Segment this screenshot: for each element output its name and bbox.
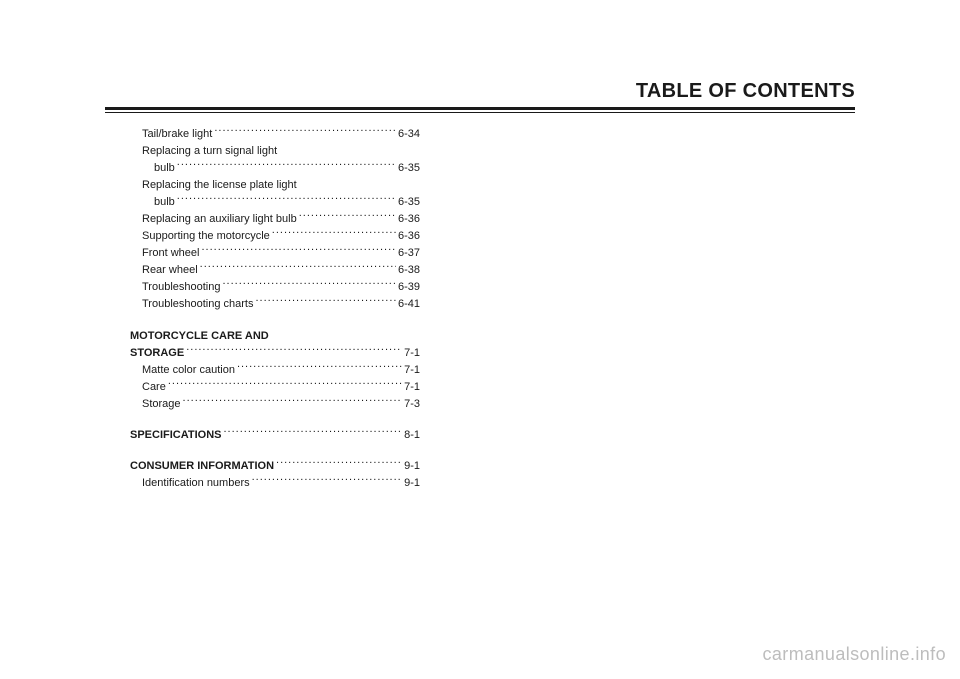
- toc-dots: [214, 126, 396, 137]
- toc-dots: [177, 160, 396, 171]
- toc-label: Replacing the license plate light: [142, 177, 297, 194]
- toc-section-header: SPECIFICATIONS 8-1: [130, 427, 420, 444]
- toc-page: 7-1: [404, 362, 420, 379]
- toc-dots: [276, 458, 402, 469]
- toc-label: Front wheel: [142, 245, 199, 262]
- toc-label: STORAGE: [130, 345, 184, 362]
- toc-label: Troubleshooting: [142, 279, 220, 296]
- toc-dots: [237, 362, 402, 373]
- toc-label: Identification numbers: [142, 475, 250, 492]
- toc-dots: [256, 296, 396, 307]
- toc-label: MOTORCYCLE CARE AND: [130, 328, 269, 345]
- toc-line: Troubleshooting charts 6-41: [130, 296, 420, 313]
- toc-label: Rear wheel: [142, 262, 198, 279]
- toc-section-header: CONSUMER INFORMATION 9-1: [130, 458, 420, 475]
- toc-line: bulb 6-35: [130, 194, 420, 211]
- toc-page: 6-41: [398, 296, 420, 313]
- toc-page: 9-1: [404, 458, 420, 475]
- toc-column: Tail/brake light 6-34 Replacing a turn s…: [130, 126, 420, 492]
- toc-line: Troubleshooting 6-39: [130, 279, 420, 296]
- toc-section-header: MOTORCYCLE CARE AND: [130, 328, 420, 345]
- toc-page: 7-1: [404, 379, 420, 396]
- toc-label: Supporting the motorcycle: [142, 228, 270, 245]
- toc-line: Care 7-1: [130, 379, 420, 396]
- toc-dots: [200, 262, 396, 273]
- toc-dots: [299, 211, 396, 222]
- toc-line: Identification numbers 9-1: [130, 475, 420, 492]
- toc-label: Tail/brake light: [142, 126, 212, 143]
- toc-label: bulb: [154, 160, 175, 177]
- toc-label: bulb: [154, 194, 175, 211]
- toc-dots: [252, 475, 402, 486]
- toc-label: Troubleshooting charts: [142, 296, 254, 313]
- toc-line: Replacing an auxiliary light bulb 6-36: [130, 211, 420, 228]
- toc-label: SPECIFICATIONS: [130, 427, 221, 444]
- toc-page: 6-38: [398, 262, 420, 279]
- toc-page: 7-1: [404, 345, 420, 362]
- header: TABLE OF CONTENTS: [105, 80, 855, 113]
- toc-page: 6-37: [398, 245, 420, 262]
- toc-line: Supporting the motorcycle 6-36: [130, 228, 420, 245]
- toc-dots: [223, 427, 402, 438]
- toc-page: 6-36: [398, 211, 420, 228]
- watermark: carmanualsonline.info: [762, 644, 946, 665]
- toc-dots: [177, 194, 396, 205]
- gap: [130, 444, 420, 458]
- rule-thick: [105, 107, 855, 110]
- toc-page: 8-1: [404, 427, 420, 444]
- toc-label: CONSUMER INFORMATION: [130, 458, 274, 475]
- rule-thin: [105, 112, 855, 113]
- toc-page: 6-35: [398, 160, 420, 177]
- toc-label: Care: [142, 379, 166, 396]
- toc-page: 9-1: [404, 475, 420, 492]
- toc-line: Matte color caution 7-1: [130, 362, 420, 379]
- toc-dots: [272, 228, 396, 239]
- toc-line: Rear wheel 6-38: [130, 262, 420, 279]
- toc-page: 6-34: [398, 126, 420, 143]
- gap: [130, 413, 420, 427]
- toc-dots: [168, 379, 402, 390]
- toc-line: Tail/brake light 6-34: [130, 126, 420, 143]
- toc-dots: [222, 279, 395, 290]
- toc-label: Storage: [142, 396, 181, 413]
- gap: [130, 314, 420, 328]
- toc-section-header: STORAGE 7-1: [130, 345, 420, 362]
- toc-line: Replacing the license plate light: [130, 177, 420, 194]
- toc-line: bulb 6-35: [130, 160, 420, 177]
- page: TABLE OF CONTENTS Tail/brake light 6-34 …: [0, 0, 960, 679]
- toc-line: Storage 7-3: [130, 396, 420, 413]
- page-title: TABLE OF CONTENTS: [105, 80, 855, 103]
- toc-line: Front wheel 6-37: [130, 245, 420, 262]
- toc-page: 6-36: [398, 228, 420, 245]
- toc-label: Replacing a turn signal light: [142, 143, 277, 160]
- toc-dots: [183, 396, 403, 407]
- toc-label: Matte color caution: [142, 362, 235, 379]
- toc-dots: [201, 245, 395, 256]
- toc-dots: [186, 345, 402, 356]
- toc-line: Replacing a turn signal light: [130, 143, 420, 160]
- toc-page: 7-3: [404, 396, 420, 413]
- toc-label: Replacing an auxiliary light bulb: [142, 211, 297, 228]
- toc-page: 6-39: [398, 279, 420, 296]
- toc-page: 6-35: [398, 194, 420, 211]
